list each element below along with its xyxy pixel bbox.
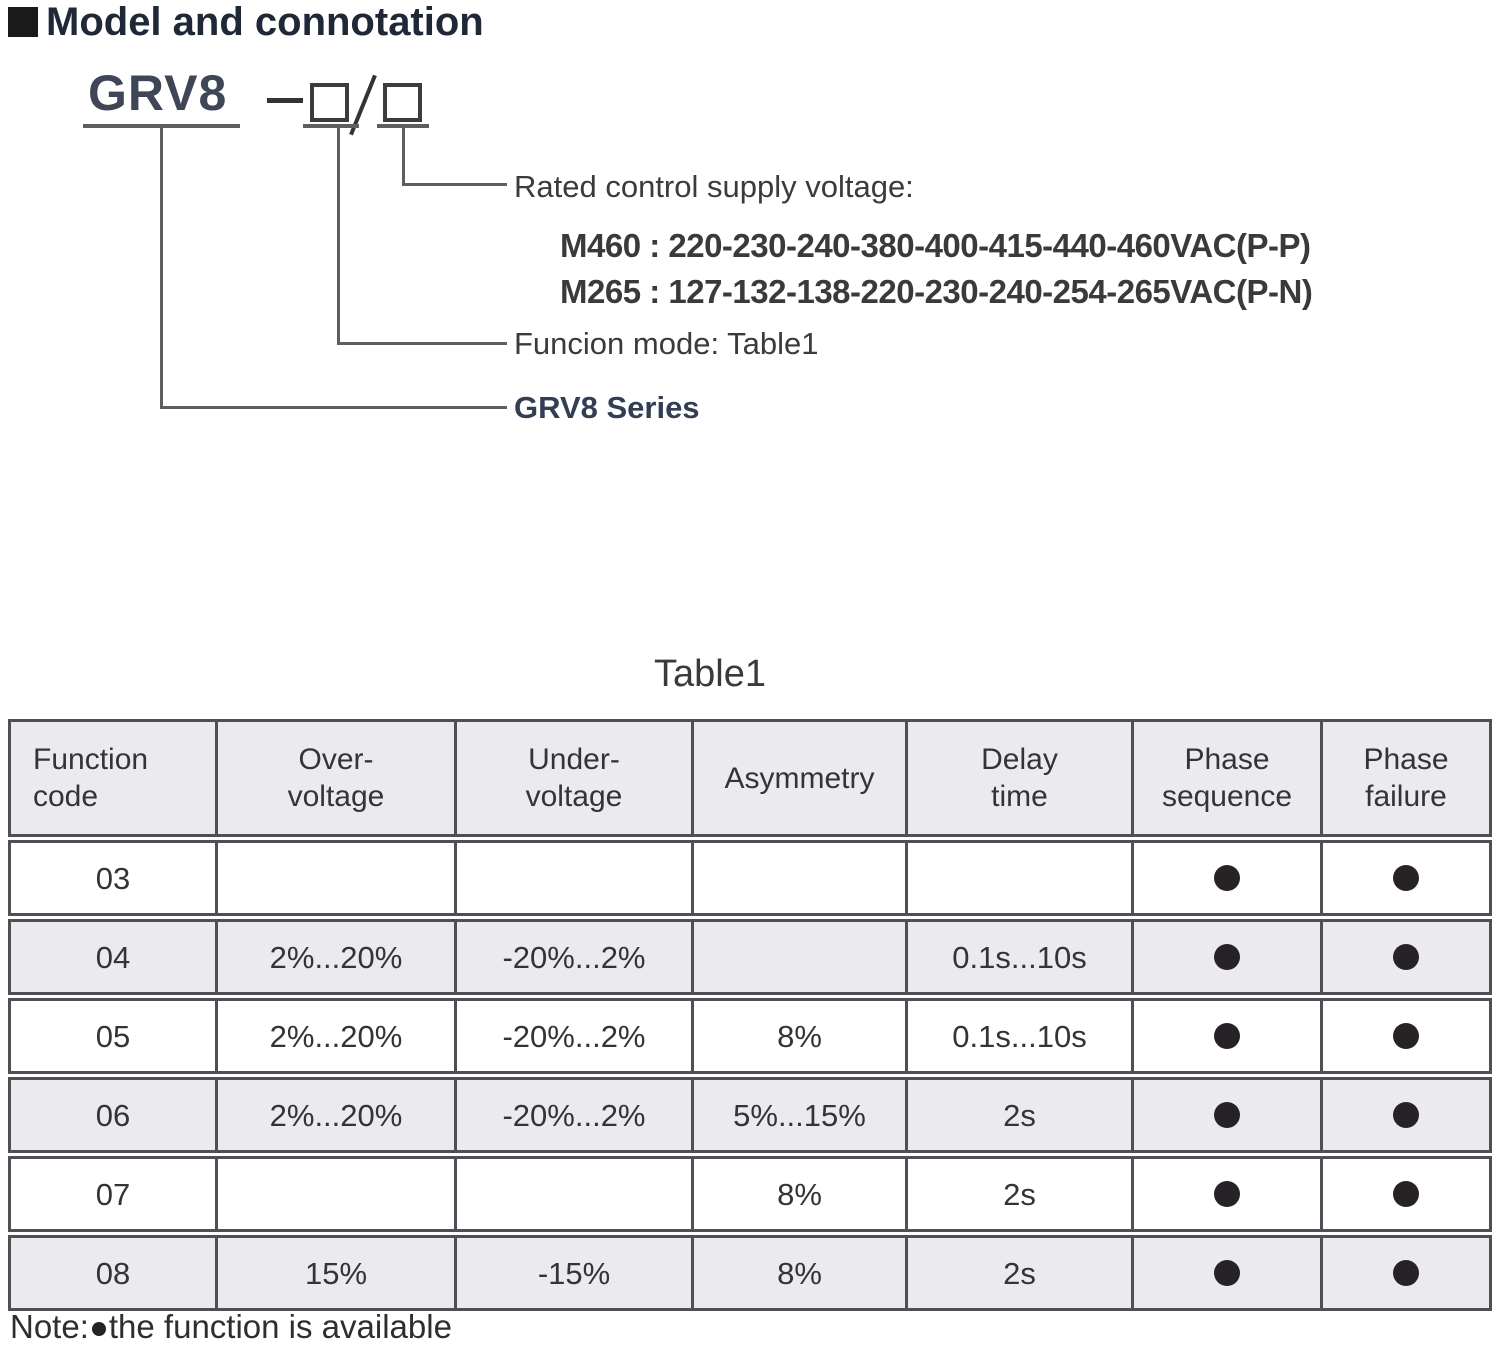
model-series-code: GRV8	[88, 65, 228, 121]
cell-delay-time: 0.1s...10s	[908, 1001, 1134, 1071]
underline-box-1	[303, 124, 359, 128]
availability-dot	[1393, 1023, 1419, 1049]
footnote-text: the function is available	[108, 1308, 452, 1345]
cell-delay-time: 0.1s...10s	[908, 922, 1134, 992]
cell-phase-failure	[1323, 1001, 1489, 1071]
availability-dot	[1214, 1102, 1240, 1128]
cell-over-voltage	[218, 843, 457, 913]
availability-dot	[1214, 1260, 1240, 1286]
cell-phase-sequence	[1134, 922, 1323, 992]
cell-phase-failure	[1323, 843, 1489, 913]
connector-series-horizontal	[160, 406, 507, 409]
cell-phase-failure	[1323, 1238, 1489, 1308]
cell-over-voltage: 2%...20%	[218, 1080, 457, 1150]
availability-dot	[1393, 1260, 1419, 1286]
cell-delay-time: 2s	[908, 1159, 1134, 1229]
availability-dot	[1214, 1181, 1240, 1207]
availability-dot	[1214, 865, 1240, 891]
cell-delay-time: 2s	[908, 1238, 1134, 1308]
cell-over-voltage: 2%...20%	[218, 922, 457, 992]
model-placeholder-box-2	[383, 83, 422, 122]
cell-function-code: 04	[11, 922, 218, 992]
table-title: Table1	[654, 653, 766, 695]
underline-series	[83, 124, 240, 128]
cell-phase-sequence	[1134, 843, 1323, 913]
model-placeholder-box-1	[310, 83, 349, 122]
header-under-voltage: Under- voltage	[457, 722, 694, 834]
cell-asymmetry: 8%	[694, 1238, 908, 1308]
availability-dot	[1214, 1023, 1240, 1049]
underline-box-2	[377, 124, 429, 128]
footnote: Note: the function is available	[10, 1308, 452, 1346]
header-phase-sequence: Phase sequence	[1134, 722, 1323, 834]
cell-phase-sequence	[1134, 1159, 1323, 1229]
cell-function-code: 08	[11, 1238, 218, 1308]
table-row: 07 8% 2s	[8, 1156, 1492, 1232]
function-mode-label: Funcion mode: Table1	[514, 326, 819, 361]
availability-dot	[1393, 1102, 1419, 1128]
cell-phase-failure	[1323, 1159, 1489, 1229]
rated-voltage-label: Rated control supply voltage:	[514, 169, 914, 204]
cell-phase-sequence	[1134, 1001, 1323, 1071]
section-bullet-icon	[8, 7, 38, 37]
connector-voltage-vertical	[402, 128, 405, 186]
availability-dot	[1393, 865, 1419, 891]
header-function-code: Function code	[11, 722, 218, 834]
footnote-prefix: Note:	[10, 1308, 89, 1345]
cell-under-voltage: -20%...2%	[457, 1001, 694, 1071]
cell-phase-failure	[1323, 922, 1489, 992]
cell-asymmetry	[694, 843, 908, 913]
table-header-row: Function code Over- voltage Under- volta…	[8, 719, 1492, 837]
cell-function-code: 06	[11, 1080, 218, 1150]
cell-under-voltage: -15%	[457, 1238, 694, 1308]
cell-phase-sequence	[1134, 1238, 1323, 1308]
cell-function-code: 03	[11, 843, 218, 913]
table-row: 03	[8, 840, 1492, 916]
cell-asymmetry	[694, 922, 908, 992]
availability-dot	[1393, 1181, 1419, 1207]
table-row: 04 2%...20% -20%...2% 0.1s...10s	[8, 919, 1492, 995]
cell-under-voltage: -20%...2%	[457, 1080, 694, 1150]
header-delay-time: Delay time	[908, 722, 1134, 834]
connector-function-vertical	[337, 128, 340, 345]
model-dash	[267, 98, 303, 103]
cell-under-voltage	[457, 843, 694, 913]
cell-asymmetry: 8%	[694, 1159, 908, 1229]
connector-function-horizontal	[337, 342, 507, 345]
cell-over-voltage: 15%	[218, 1238, 457, 1308]
table-row: 08 15% -15% 8% 2s	[8, 1235, 1492, 1311]
cell-under-voltage: -20%...2%	[457, 922, 694, 992]
cell-over-voltage	[218, 1159, 457, 1229]
cell-delay-time	[908, 843, 1134, 913]
series-label: GRV8 Series	[514, 390, 700, 425]
cell-function-code: 05	[11, 1001, 218, 1071]
function-table: Function code Over- voltage Under- volta…	[8, 719, 1492, 1311]
table-row: 05 2%...20% -20%...2% 8% 0.1s...10s	[8, 998, 1492, 1074]
table-row: 06 2%...20% -20%...2% 5%...15% 2s	[8, 1077, 1492, 1153]
connector-series-vertical	[160, 128, 163, 409]
voltage-option-m460: M460 : 220-230-240-380-400-415-440-460VA…	[560, 227, 1311, 264]
header-asymmetry: Asymmetry	[694, 722, 908, 834]
cell-delay-time: 2s	[908, 1080, 1134, 1150]
cell-asymmetry: 8%	[694, 1001, 908, 1071]
voltage-option-m265: M265 : 127-132-138-220-230-240-254-265VA…	[560, 273, 1313, 310]
cell-phase-sequence	[1134, 1080, 1323, 1150]
cell-phase-failure	[1323, 1080, 1489, 1150]
cell-function-code: 07	[11, 1159, 218, 1229]
header-over-voltage: Over- voltage	[218, 722, 457, 834]
cell-asymmetry: 5%...15%	[694, 1080, 908, 1150]
header-phase-failure: Phase failure	[1363, 743, 1449, 813]
cell-under-voltage	[457, 1159, 694, 1229]
cell-over-voltage: 2%...20%	[218, 1001, 457, 1071]
availability-dot	[1393, 944, 1419, 970]
connector-voltage-horizontal	[402, 183, 507, 186]
availability-dot	[1214, 944, 1240, 970]
availability-dot	[91, 1322, 106, 1336]
section-title: Model and connotation	[46, 0, 484, 44]
